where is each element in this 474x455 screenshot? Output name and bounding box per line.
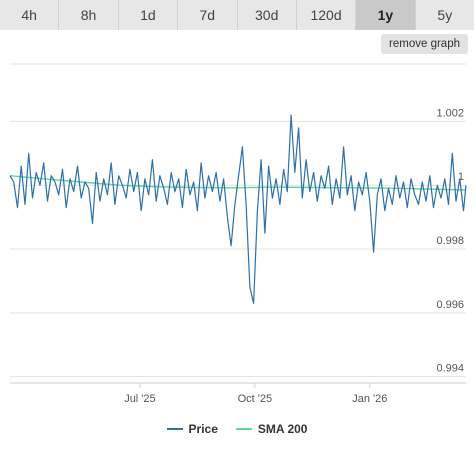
legend-item-price[interactable]: Price <box>166 422 218 436</box>
tab-7d[interactable]: 7d <box>178 0 238 30</box>
x-tick-label: Jan '26 <box>352 393 387 405</box>
grid-lines <box>10 63 466 384</box>
chart-legend: Price SMA 200 <box>0 420 474 438</box>
tab-8h[interactable]: 8h <box>59 0 119 30</box>
x-tick-label: Jul '25 <box>124 393 155 405</box>
timeframe-tabs: 4h 8h 1d 7d 30d 120d 1y 5y <box>0 0 474 30</box>
y-tick-label: 1.002 <box>436 107 464 119</box>
legend-label-sma: SMA 200 <box>257 422 308 436</box>
tab-5y[interactable]: 5y <box>415 0 474 30</box>
legend-item-sma[interactable]: SMA 200 <box>235 422 308 436</box>
y-tick-label: 1 <box>458 171 464 183</box>
x-axis-ticks: Jul '25 Oct '25 Jan '26 <box>124 383 387 405</box>
tab-4h[interactable]: 4h <box>0 0 60 30</box>
sma-200-series-line <box>9 175 467 191</box>
remove-graph-button[interactable]: remove graph <box>381 34 468 54</box>
y-tick-label: 0.998 <box>436 235 464 247</box>
price-swatch-icon <box>166 428 183 430</box>
y-axis-ticks: 1.002 1 0.998 0.996 0.994 <box>436 107 464 374</box>
x-tick-label: Oct '25 <box>238 393 273 405</box>
y-tick-label: 0.994 <box>436 363 464 375</box>
y-tick-label: 0.996 <box>436 299 464 311</box>
tab-1y[interactable]: 1y <box>356 0 416 30</box>
tab-1d[interactable]: 1d <box>118 0 179 30</box>
series-lines <box>9 114 467 304</box>
legend-label-price: Price <box>188 422 218 436</box>
tab-30d[interactable]: 30d <box>237 0 297 30</box>
price-series-line <box>9 114 467 304</box>
tab-120d[interactable]: 120d <box>296 0 357 30</box>
sma-swatch-icon <box>235 428 252 430</box>
